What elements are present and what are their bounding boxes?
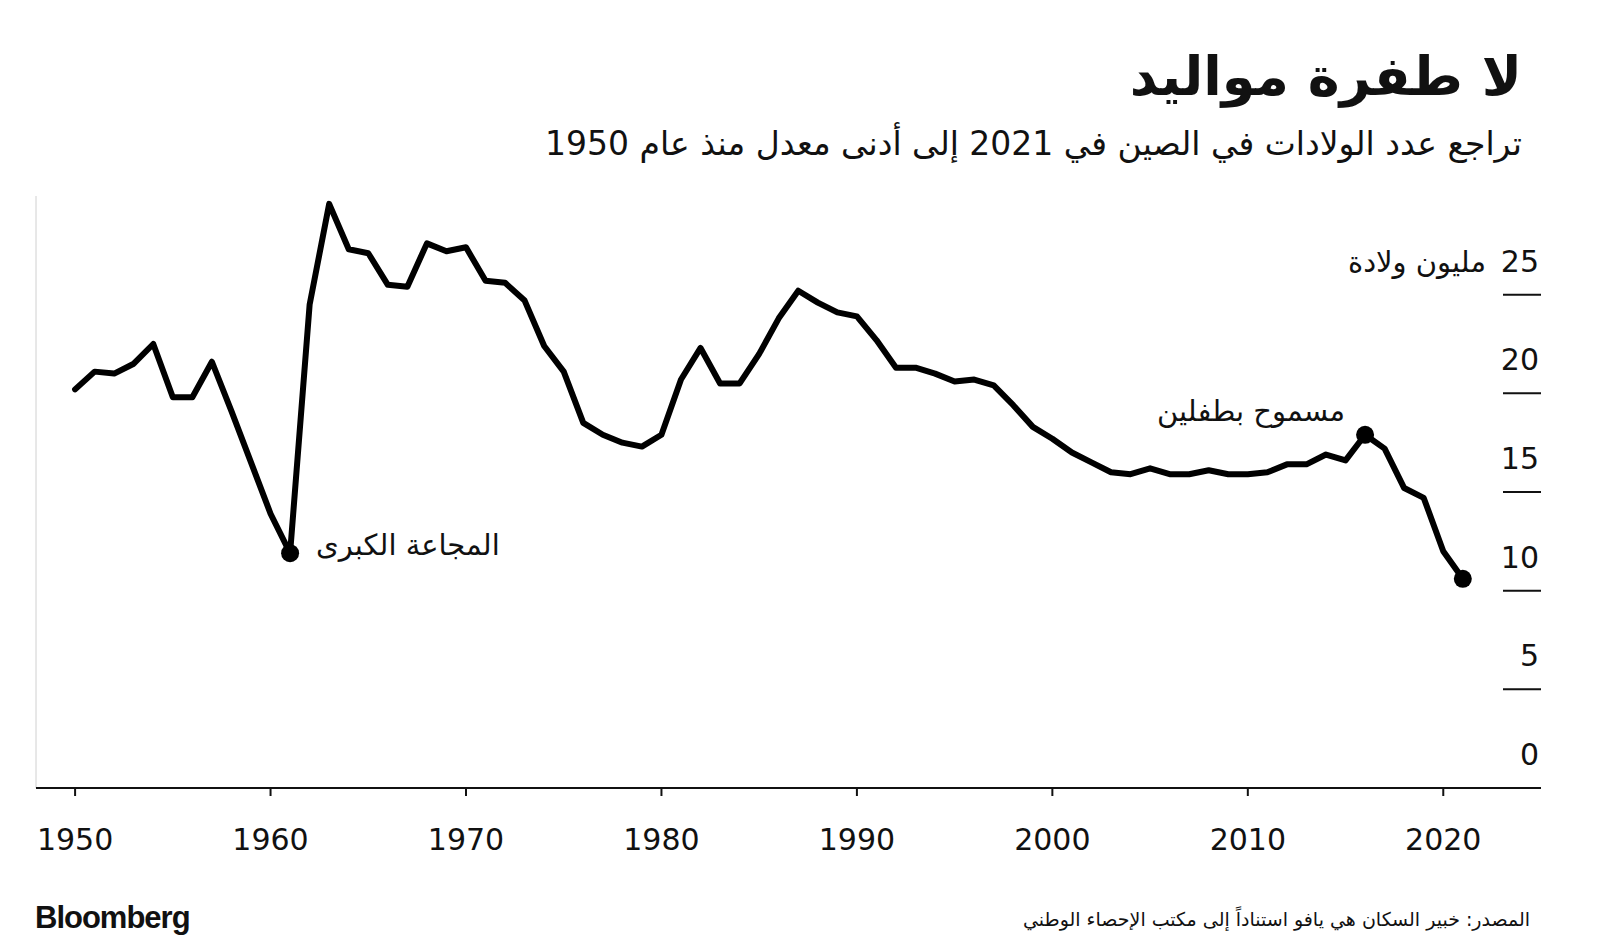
annotation-dot xyxy=(1356,426,1374,444)
x-tick-label: 2010 xyxy=(1210,822,1286,857)
x-tick xyxy=(1442,788,1444,796)
y-tick-label: 25 xyxy=(1501,244,1539,279)
y-tick-label: 10 xyxy=(1501,540,1539,575)
x-tick-label: 1950 xyxy=(37,822,113,857)
y-tick-label: 0 xyxy=(1520,737,1539,772)
credit: Bloomberg xyxy=(35,900,190,935)
x-tick-label: 1990 xyxy=(819,822,895,857)
x-tick-label: 1980 xyxy=(623,822,699,857)
x-tick xyxy=(270,788,272,796)
y-tick-label: 5 xyxy=(1520,638,1539,673)
annotation-dot xyxy=(1454,570,1472,588)
y-axis-label: مليون ولادة xyxy=(1348,245,1486,279)
x-tick-label: 2020 xyxy=(1405,822,1481,857)
chart: لا طفرة مواليد تراجع عدد الولادات في الصي… xyxy=(0,0,1600,949)
x-tick-label: 1970 xyxy=(428,822,504,857)
source: المصدر: خبير السكان هي يافو استناداً إلى… xyxy=(1023,906,1530,932)
annotation-text: المجاعة الكبرى xyxy=(316,528,500,562)
y-tick xyxy=(1503,392,1541,394)
x-tick xyxy=(74,788,76,796)
y-tick xyxy=(1503,590,1541,592)
subtitle: تراجع عدد الولادات في الصين في 2021 إلى … xyxy=(545,122,1522,164)
y-tick-label: 20 xyxy=(1501,342,1539,377)
y-tick xyxy=(1503,491,1541,493)
x-axis xyxy=(36,787,1541,789)
title: لا طفرة مواليد xyxy=(1130,45,1522,108)
annotation-text: مسموح بطفلين xyxy=(1157,394,1345,428)
x-tick xyxy=(856,788,858,796)
x-tick xyxy=(1247,788,1249,796)
annotation-dot xyxy=(281,544,299,562)
x-tick xyxy=(1051,788,1053,796)
y-tick xyxy=(1503,294,1541,296)
plot-area xyxy=(75,204,1472,588)
x-tick xyxy=(465,788,467,796)
x-tick-label: 1960 xyxy=(232,822,308,857)
x-tick xyxy=(660,788,662,796)
y-tick xyxy=(1503,688,1541,690)
y-range-line xyxy=(36,196,37,788)
y-tick-label: 15 xyxy=(1501,441,1539,476)
x-tick-label: 2000 xyxy=(1014,822,1090,857)
births-line xyxy=(75,204,1463,579)
